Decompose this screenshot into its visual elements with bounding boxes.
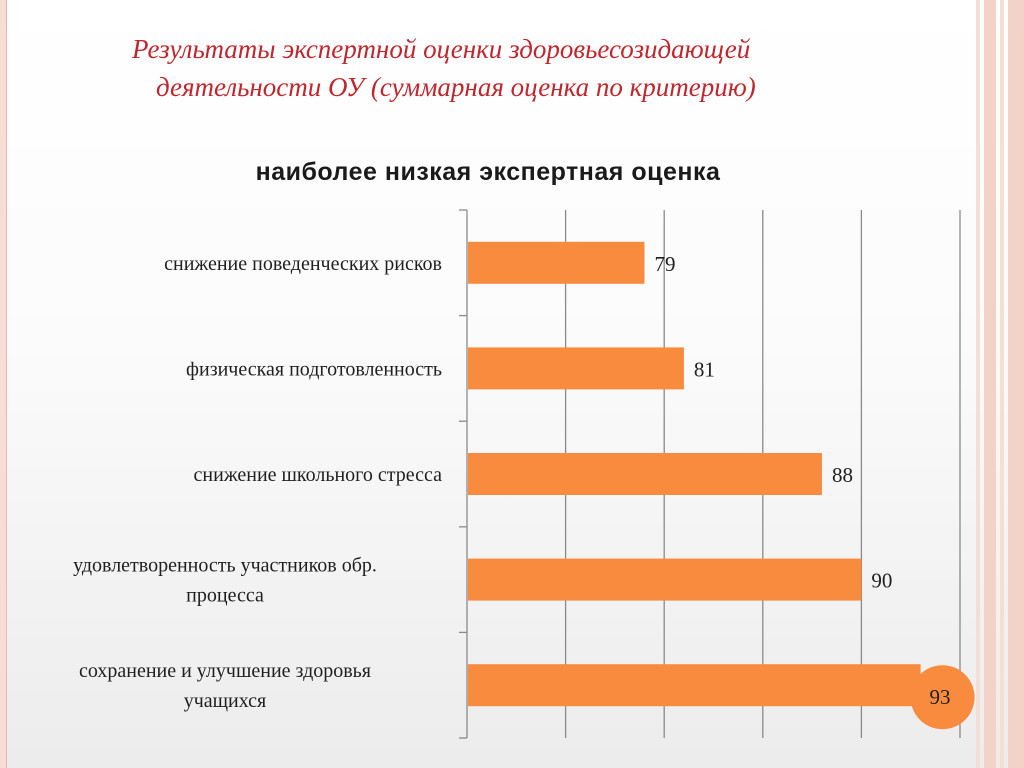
value-label: 88 <box>832 463 853 487</box>
category-label-line: снижение школьного стресса <box>194 464 443 486</box>
slide-title-line-2: деятельности ОУ (суммарная оценка по кри… <box>156 72 756 102</box>
bar <box>468 664 921 707</box>
bar <box>468 241 645 284</box>
bar <box>468 558 862 601</box>
category-label-line: физическая подготовленность <box>186 358 442 380</box>
decor-stripe-right-4 <box>1008 0 1024 768</box>
bar <box>468 347 684 390</box>
chart-title: наиболее низкая экспертная оценка <box>255 158 721 186</box>
category-label-line: сохранение и улучшение здоровья <box>79 660 371 682</box>
bar <box>468 453 822 495</box>
value-label: 93 <box>930 685 951 709</box>
category-label-line: процесса <box>186 585 264 607</box>
value-label: 90 <box>871 569 892 593</box>
bar-chart: 79 снижение поведенческих рисков 81 физичес… <box>73 209 975 739</box>
category-label-line: удовлетворенность участников обр. <box>73 555 377 577</box>
value-label: 79 <box>654 252 675 276</box>
decor-stripe-left-line <box>6 0 7 768</box>
decor-stripe-left <box>0 0 6 768</box>
value-label: 81 <box>694 357 715 381</box>
category-label: удовлетворенность участников обр. процесс… <box>73 555 377 607</box>
category-label: сохранение и улучшение здоровья учащихся <box>79 660 371 712</box>
category-label: физическая подготовленность <box>186 358 442 380</box>
decor-stripe-right-1 <box>976 0 980 768</box>
slide-title: Результаты экспертной оценки здоровьесоз… <box>100 30 920 106</box>
decor-stripe-right-2 <box>984 0 996 768</box>
category-label-line: снижение поведенческих рисков <box>164 253 442 275</box>
category-label-line: учащихся <box>184 690 267 712</box>
slide-title-line-1: Результаты экспертной оценки здоровьесоз… <box>132 34 751 64</box>
highlight-circle <box>910 665 975 730</box>
decor-stripe-right-3 <box>1000 0 1004 768</box>
category-label: снижение школьного стресса <box>194 464 443 486</box>
category-label: снижение поведенческих рисков <box>164 253 442 275</box>
